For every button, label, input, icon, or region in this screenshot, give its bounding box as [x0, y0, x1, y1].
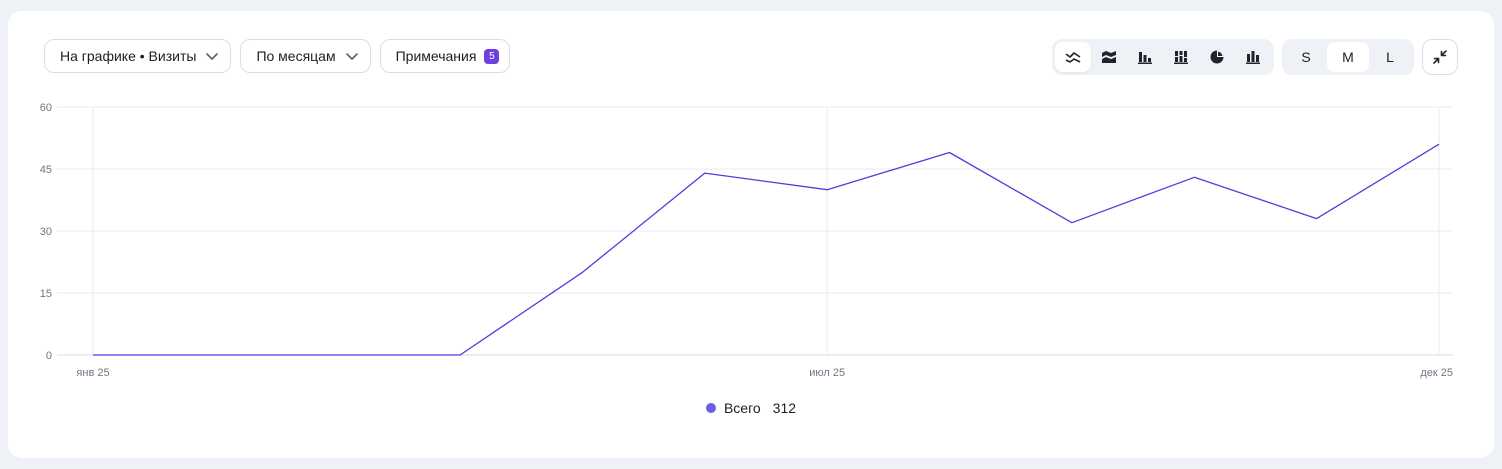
chart-type-switcher	[1052, 39, 1274, 75]
line-chart-button[interactable]	[1055, 42, 1091, 72]
x-tick-label: янв 25	[76, 367, 109, 379]
x-tick-label: дек 25	[1420, 367, 1453, 379]
size-switcher: S M L	[1282, 39, 1414, 75]
legend-item-total[interactable]: Всего 312	[705, 400, 797, 416]
collapse-button[interactable]	[1422, 39, 1458, 75]
bar-chart-icon	[1138, 52, 1152, 64]
collapse-icon	[1433, 50, 1447, 64]
y-tick-label: 15	[40, 288, 52, 300]
notes-button[interactable]: Примечания 5	[379, 39, 511, 73]
stacked-bar-chart-button[interactable]	[1163, 42, 1199, 72]
chevron-down-icon	[206, 53, 219, 60]
metric-select-label: На графике • Визиты	[60, 48, 197, 64]
bar-chart-button[interactable]	[1127, 42, 1163, 72]
legend-value: 312	[772, 400, 797, 416]
column-chart-icon	[1246, 51, 1260, 64]
column-chart-button[interactable]	[1235, 42, 1271, 72]
series-line	[93, 143, 1440, 356]
area-chart-icon	[1102, 51, 1116, 63]
notes-count-badge: 5	[484, 48, 500, 64]
chart-card	[8, 11, 1494, 458]
y-tick-label: 60	[40, 102, 52, 114]
pie-chart-button[interactable]	[1199, 42, 1235, 72]
period-select-label: По месяцам	[256, 48, 336, 64]
size-s-button[interactable]: S	[1301, 49, 1311, 65]
line-chart: 0 15 30 45 60 янв 25 июл 25 дек 25	[40, 102, 1453, 379]
y-tick-label: 0	[46, 350, 52, 362]
area-chart-button[interactable]	[1091, 42, 1127, 72]
size-m-button[interactable]: M	[1327, 42, 1369, 72]
y-tick-label: 45	[40, 164, 52, 176]
y-tick-label: 30	[40, 226, 52, 238]
stacked-bar-chart-icon	[1174, 51, 1188, 64]
line-chart-icon	[1065, 52, 1081, 63]
period-select[interactable]: По месяцам	[240, 39, 371, 73]
chart-toolbar: На графике • Визиты По месяцам Примечани…	[44, 39, 1458, 75]
metric-select[interactable]: На графике • Визиты	[44, 39, 232, 73]
chevron-down-icon	[345, 53, 358, 60]
legend-dot	[705, 403, 716, 413]
pie-chart-icon	[1210, 50, 1224, 64]
legend-label: Всего	[723, 400, 761, 416]
x-tick-label: июл 25	[809, 367, 845, 379]
size-l-button[interactable]: L	[1386, 49, 1394, 65]
notes-label: Примечания	[395, 48, 477, 64]
chart-legend: Всего 312	[0, 400, 1502, 416]
